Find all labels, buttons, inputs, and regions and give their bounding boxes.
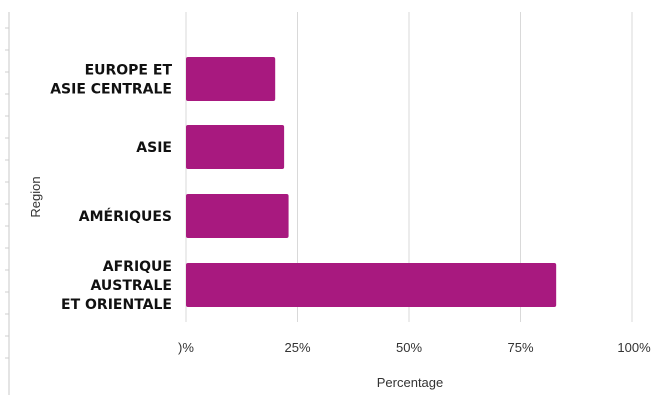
bar [186, 263, 557, 307]
x-tick-label: 75% [507, 340, 533, 355]
y-axis-ticks [5, 27, 9, 359]
category-labels: EUROPE ET ASIE CENTRALE ASIE AMÉRIQUES AFRIQ… [50, 63, 172, 314]
bar [186, 194, 289, 238]
category-label-line: ASIE [136, 140, 172, 156]
x-tick-label: )% [178, 340, 194, 355]
x-tick-labels: )% 25% 50% 75% 100% [178, 340, 651, 355]
category-label: EUROPE ET ASIE CENTRALE [50, 63, 172, 98]
x-axis-title: Percentage [377, 375, 444, 390]
x-tick-label: 25% [284, 340, 310, 355]
x-tick-label: 50% [396, 340, 422, 355]
category-label-line: AFRIQUE [103, 259, 172, 275]
category-label: ASIE [136, 140, 172, 156]
category-label: AFRIQUE AUSTRALE ET ORIENTALE [61, 259, 172, 313]
bars [186, 57, 557, 307]
x-tick-label: 100% [617, 340, 651, 355]
category-label-line: AMÉRIQUES [79, 208, 172, 225]
category-label-line: ET ORIENTALE [61, 297, 172, 313]
bar [186, 57, 276, 101]
category-label-line: ASIE CENTRALE [50, 82, 172, 98]
category-label-line: EUROPE ET [85, 63, 173, 79]
bar [186, 125, 285, 169]
category-label: AMÉRIQUES [79, 208, 172, 225]
y-axis-title: Region [28, 176, 43, 217]
category-label-line: AUSTRALE [90, 278, 172, 294]
